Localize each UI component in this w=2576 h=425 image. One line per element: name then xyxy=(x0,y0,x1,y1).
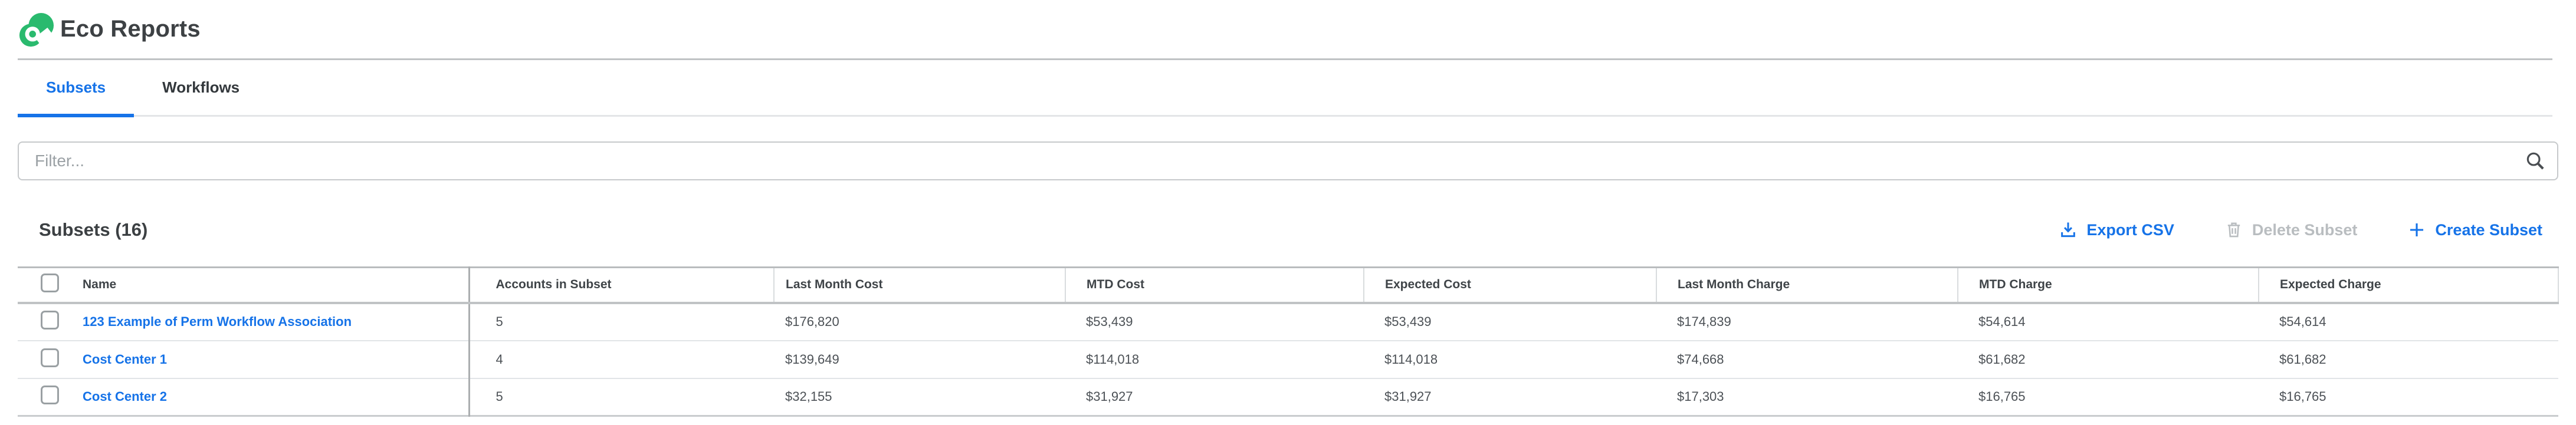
create-subset-button[interactable]: Create Subset xyxy=(2407,220,2542,240)
last-month-cost-cell: $139,649 xyxy=(774,340,1065,378)
eco-swirl-logo-icon xyxy=(19,12,54,47)
last-month-charge-cell: $174,839 xyxy=(1677,314,1731,329)
tab-subsets-label: Subsets xyxy=(46,78,106,96)
accounts-in-subset-cell: 5 xyxy=(495,314,503,329)
last-month-cost-cell: $32,155 xyxy=(774,377,1065,416)
plus-icon xyxy=(2410,223,2424,237)
search-icon[interactable] xyxy=(2524,150,2547,172)
expected-charge-cell: $61,682 xyxy=(2259,340,2558,378)
page-title: Eco Reports xyxy=(60,16,201,42)
delete-subset-button[interactable]: Delete Subset xyxy=(2224,220,2358,240)
subset-name-link[interactable]: Cost Center 1 xyxy=(83,351,168,367)
subset-name-cell: Cost Center 2 xyxy=(83,377,470,416)
mtd-charge-cell: $54,614 xyxy=(1978,314,2026,329)
mtd-cost-cell: $31,927 xyxy=(1065,377,1364,416)
column-header-expected-charge: Expected Charge xyxy=(2258,267,2559,304)
column-header-expected-cost: Expected Cost xyxy=(1363,267,1656,304)
row-checkbox-cell xyxy=(18,377,83,416)
expected-cost-cell: $53,439 xyxy=(1384,314,1432,329)
row-checkbox-cell xyxy=(18,303,83,341)
mtd-charge-cell: $16,765 xyxy=(1958,377,2259,416)
accounts-in-subset-cell: 5 xyxy=(469,377,774,416)
last-month-charge-cell: $74,668 xyxy=(1656,340,1958,378)
subset-name-link[interactable]: Cost Center 2 xyxy=(83,389,168,404)
table-row: 123 Example of Perm Workflow Association… xyxy=(18,302,2558,341)
subset-name-cell: Cost Center 1 xyxy=(83,340,470,378)
tab-workflows[interactable]: Workflows xyxy=(134,60,268,115)
column-header-accounts-in-subset: Accounts in Subset xyxy=(469,267,774,304)
tab-bar: Subsets Workflows xyxy=(18,60,2552,117)
table-row: Cost Center 2 5 $32,155 $31,927 $31,927 … xyxy=(18,377,2558,416)
trash-icon xyxy=(2227,222,2240,238)
subset-name-link[interactable]: 123 Example of Perm Workflow Association xyxy=(83,314,352,329)
row-checkbox-cell xyxy=(18,340,83,378)
create-subset-label: Create Subset xyxy=(2435,220,2542,239)
expected-charge-cell: $54,614 xyxy=(2279,314,2326,329)
column-header-name: Name xyxy=(83,267,470,304)
expected-charge-cell: $16,765 xyxy=(2259,377,2558,416)
filter-input[interactable] xyxy=(18,141,2558,180)
accounts-in-subset-cell: 4 xyxy=(469,340,774,378)
subsets-heading: Subsets (16) xyxy=(39,219,148,240)
table-row: Cost Center 1 4 $139,649 $114,018 $114,0… xyxy=(18,340,2558,378)
app-header: Eco Reports xyxy=(18,0,2558,58)
last-month-charge-cell: $17,303 xyxy=(1656,377,1958,416)
column-header-mtd-charge: MTD Charge xyxy=(1957,267,2259,304)
select-all-checkbox[interactable] xyxy=(41,274,59,293)
subsets-table: Name Accounts in Subset Last Month Cost … xyxy=(18,266,2559,417)
expected-cost-cell: $114,018 xyxy=(1364,340,1656,378)
last-month-cost-cell: $176,820 xyxy=(785,314,839,329)
export-csv-label: Export CSV xyxy=(2086,220,2174,239)
header-divider xyxy=(18,58,2552,60)
filter-bar xyxy=(18,141,2558,180)
row-checkbox[interactable] xyxy=(41,386,59,405)
export-csv-button[interactable]: Export CSV xyxy=(2058,220,2174,240)
mtd-cost-cell: $114,018 xyxy=(1065,340,1364,378)
column-header-last-month-cost: Last Month Cost xyxy=(773,267,1065,304)
subsets-section-header: Subsets (16) Export CSV Delete Subset Cr… xyxy=(18,217,2558,243)
delete-subset-label: Delete Subset xyxy=(2252,220,2358,239)
column-header-last-month-charge: Last Month Charge xyxy=(1656,267,1958,304)
tab-workflows-label: Workflows xyxy=(162,78,240,96)
row-checkbox[interactable] xyxy=(41,348,59,367)
table-header-row: Name Accounts in Subset Last Month Cost … xyxy=(18,267,2559,304)
mtd-charge-cell: $61,682 xyxy=(1958,340,2259,378)
column-header-mtd-cost: MTD Cost xyxy=(1065,267,1364,304)
subset-name-cell: 123 Example of Perm Workflow Association xyxy=(83,302,470,341)
select-all-cell xyxy=(18,267,83,304)
tab-subsets[interactable]: Subsets xyxy=(18,60,134,117)
mtd-cost-cell: $53,439 xyxy=(1086,314,1133,329)
row-checkbox[interactable] xyxy=(41,311,59,330)
download-icon xyxy=(2061,222,2076,238)
subsets-actions: Export CSV Delete Subset Create Subset xyxy=(2058,220,2542,240)
expected-cost-cell: $31,927 xyxy=(1364,377,1656,416)
